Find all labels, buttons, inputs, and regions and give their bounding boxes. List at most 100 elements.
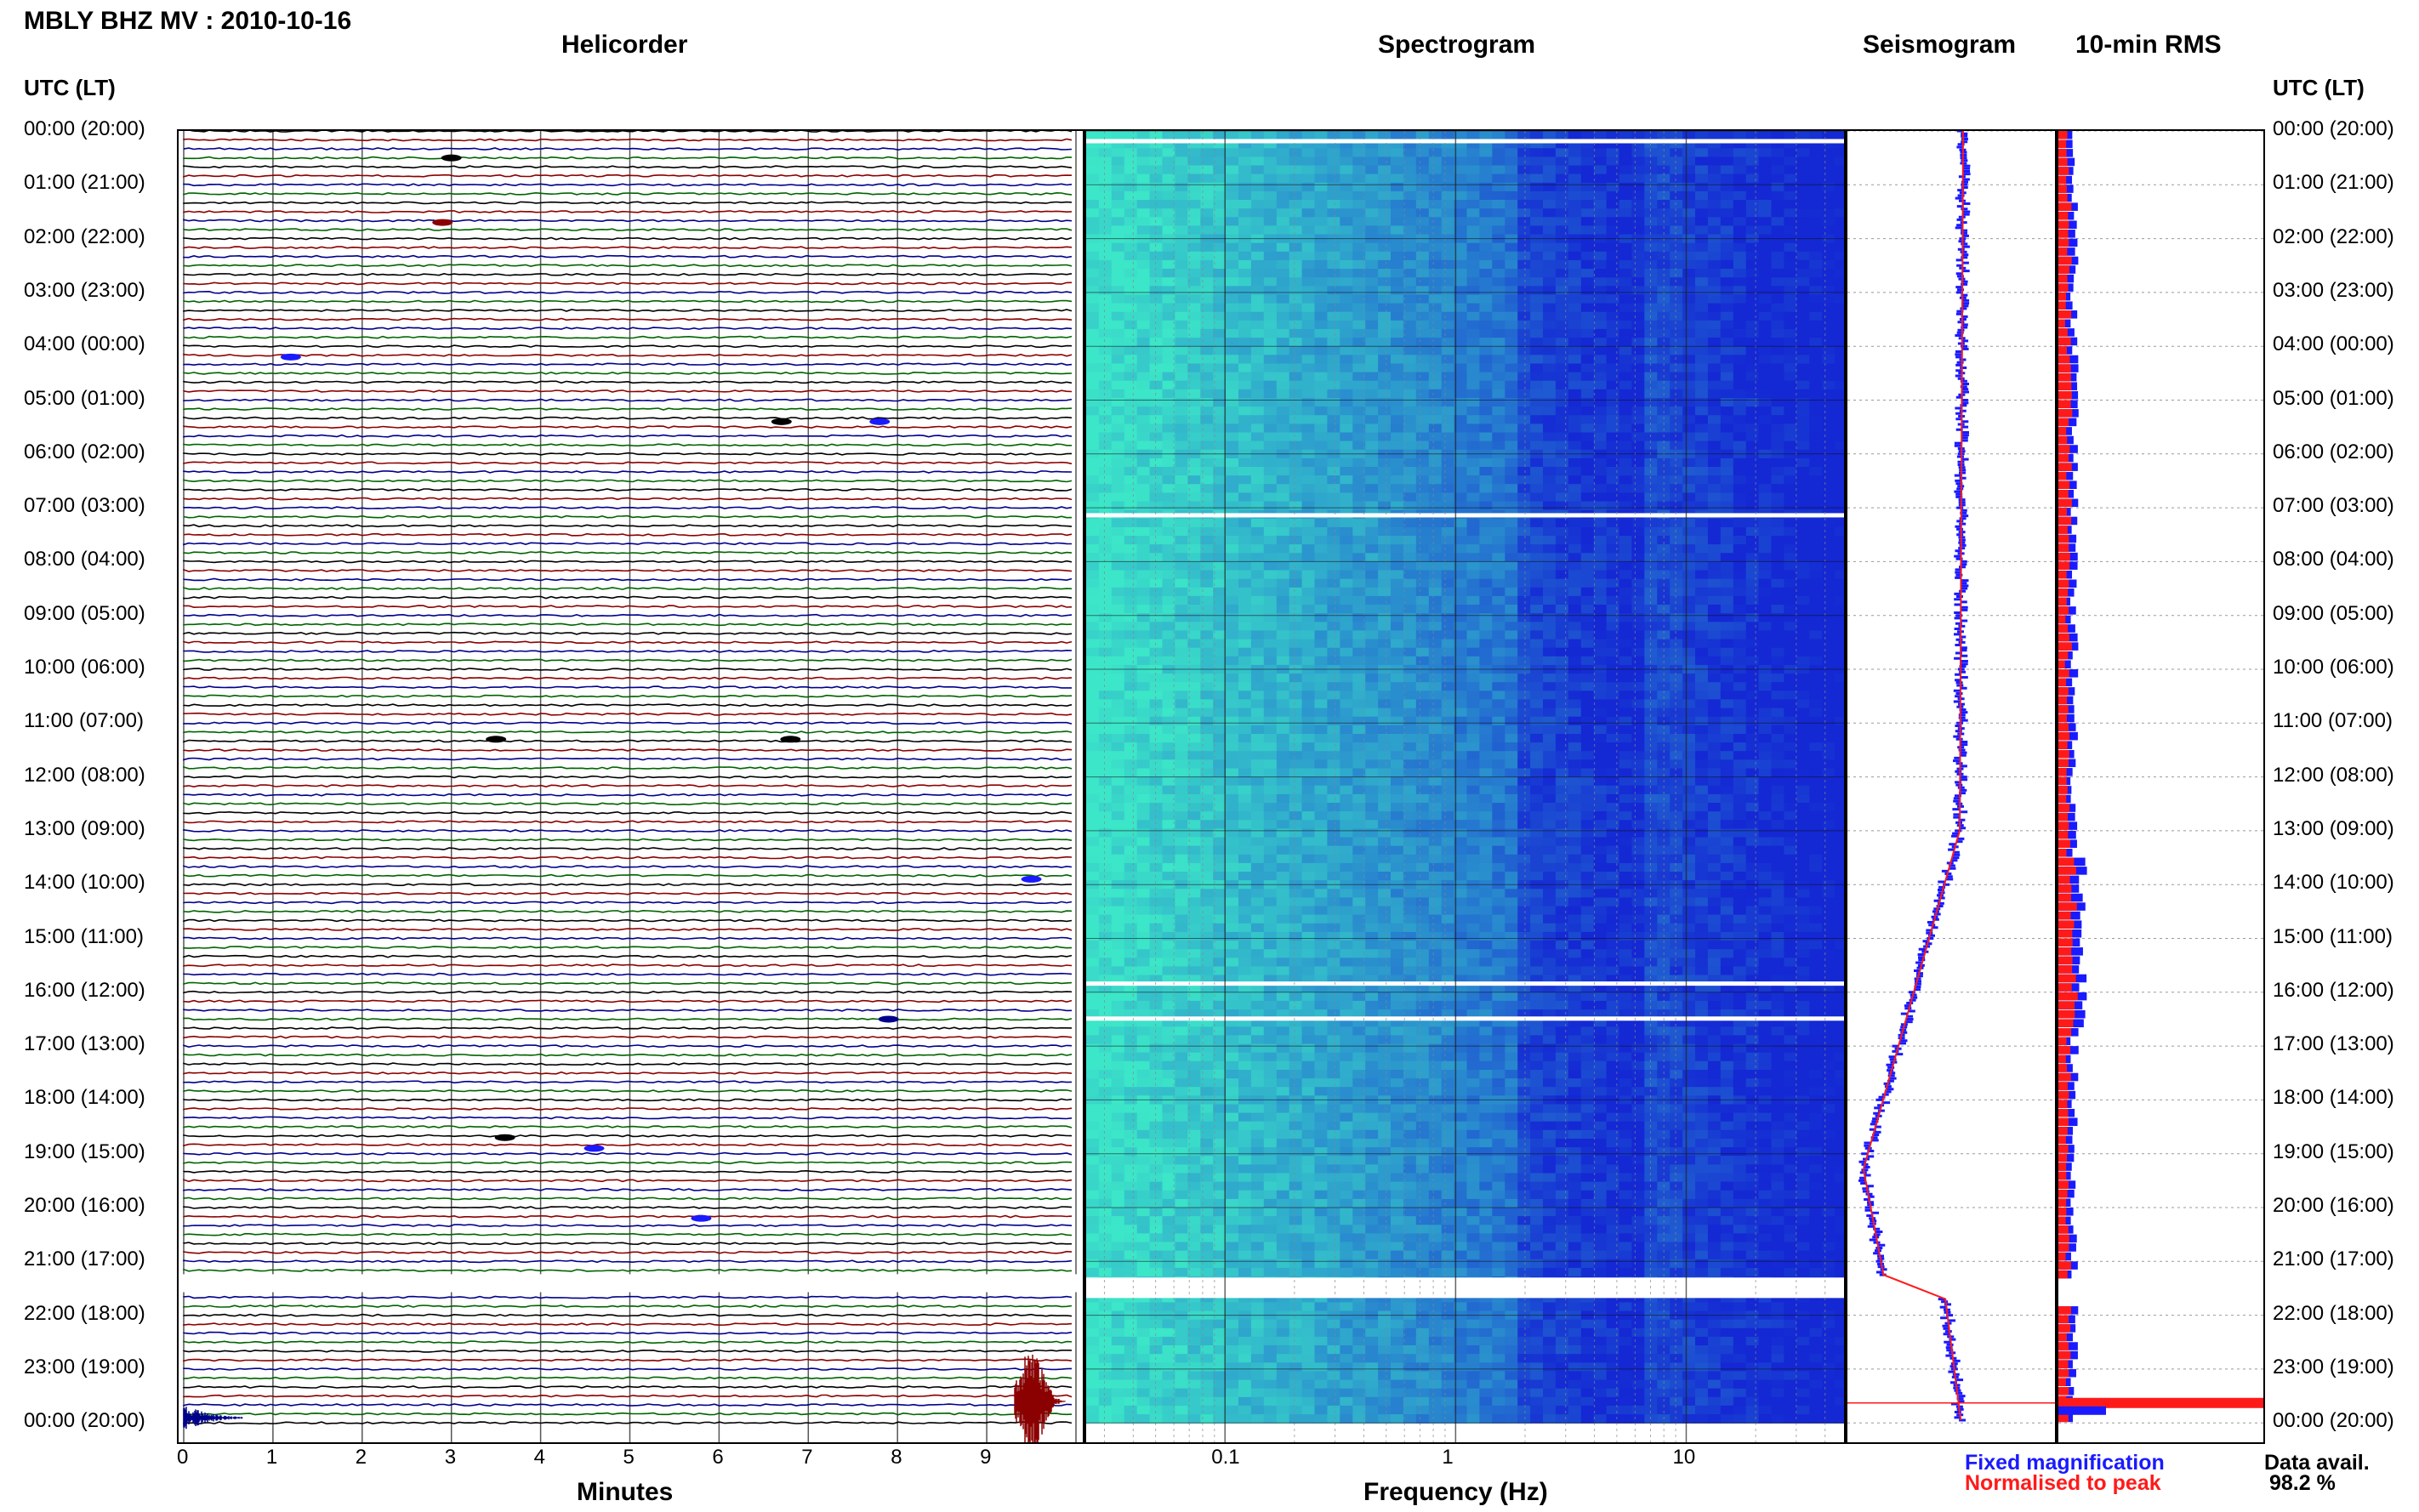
spectrogram-cell <box>1200 311 1214 321</box>
spectrogram-cell <box>1428 432 1443 442</box>
spectrogram-cell <box>1263 148 1278 157</box>
spectrogram-cell <box>1707 785 1722 795</box>
spectrogram-cell <box>1098 553 1113 562</box>
spectrogram-cell <box>1822 716 1836 726</box>
spectrogram-cell <box>1720 630 1734 640</box>
spectrogram-cell <box>1415 458 1430 468</box>
spectrogram-cell <box>1822 484 1836 493</box>
spectrogram-cell <box>1517 259 1531 270</box>
spectrogram-cell <box>1466 346 1480 355</box>
spectrogram-cell <box>1644 173 1658 184</box>
spectrogram-cell <box>1403 156 1417 167</box>
spectrogram-cell <box>1733 501 1747 511</box>
spectrogram-cell <box>1327 475 1340 485</box>
spectrogram-cell <box>1263 785 1278 795</box>
spectrogram-cell <box>1301 691 1316 700</box>
spectrogram-cell <box>1200 716 1214 726</box>
spectrogram-cell <box>1580 518 1595 528</box>
spectrogram-cell <box>1835 674 1844 683</box>
helicorder-trace <box>183 946 1073 949</box>
spectrogram-cell <box>1479 406 1493 416</box>
spectrogram-cell <box>1276 785 1290 795</box>
spectrogram-cell <box>1213 182 1227 192</box>
spectrogram-cell <box>1543 553 1557 562</box>
spectrogram-cell <box>1707 259 1722 270</box>
spectrogram-cell <box>1441 182 1455 192</box>
spectrogram-cell <box>1301 259 1316 270</box>
spectrogram-cell <box>1631 423 1645 434</box>
spectrogram-cell <box>1707 432 1722 442</box>
spectrogram-cell <box>1441 242 1455 253</box>
spectrogram-cell <box>1733 793 1747 804</box>
spectrogram-cell <box>1758 131 1773 140</box>
spectrogram-cell <box>1238 311 1252 321</box>
spectrogram-cell <box>1187 605 1201 614</box>
spectrogram-cell <box>1505 639 1518 649</box>
spectrogram-cell <box>1340 208 1353 218</box>
spectrogram-cell <box>1758 251 1773 261</box>
spectrogram-cell <box>1391 200 1404 209</box>
spectrogram-cell <box>1695 363 1709 373</box>
spectrogram-cell <box>1543 432 1557 442</box>
spectrogram-cell <box>1606 734 1620 743</box>
spectrogram-cell <box>1226 303 1239 313</box>
spectrogram-cell <box>1479 587 1493 597</box>
spectrogram-cell <box>1631 682 1645 691</box>
spectrogram-cell <box>1276 389 1290 399</box>
spectrogram-cell <box>1391 294 1404 304</box>
spectrogram-cell <box>1086 131 1100 140</box>
spectrogram-cell <box>1111 406 1125 416</box>
spectrogram-cell <box>1441 286 1455 295</box>
spectrogram-cell <box>1530 776 1544 787</box>
spectrogram-cell <box>1136 251 1151 261</box>
spectrogram-cell <box>1263 622 1278 631</box>
spectrogram-cell <box>1238 217 1252 226</box>
spectrogram-cell <box>1162 320 1175 330</box>
helicorder-trace <box>183 1340 1073 1344</box>
spectrogram-cell <box>1809 526 1823 537</box>
spectrogram-cell <box>1124 277 1138 287</box>
spectrogram-cell <box>1314 725 1328 735</box>
spectrogram-cell <box>1175 311 1188 321</box>
spectrogram-cell <box>1378 647 1392 657</box>
spectrogram-cell <box>1098 259 1113 270</box>
spectrogram-cell <box>1352 208 1366 218</box>
spectrogram-cell <box>1314 389 1328 399</box>
spectrogram-cell <box>1238 346 1252 355</box>
spectrogram-cell <box>1415 544 1430 554</box>
spectrogram-cell <box>1809 182 1823 192</box>
spectrogram-cell <box>1466 501 1480 511</box>
spectrogram-cell <box>1568 622 1582 631</box>
spectrogram-cell <box>1340 467 1353 476</box>
spectrogram-cell <box>1276 346 1290 355</box>
spectrogram-cell <box>1111 131 1125 140</box>
spectrogram-cell <box>1657 423 1671 434</box>
spectrogram-cell <box>1250 380 1265 390</box>
spectrogram-cell <box>1809 630 1823 640</box>
spectrogram-cell <box>1098 518 1113 528</box>
spectrogram-cell <box>1606 570 1620 580</box>
spectrogram-cell <box>1391 303 1404 313</box>
spectrogram-cell <box>1682 139 1696 149</box>
spectrogram-cell <box>1391 544 1404 554</box>
spectrogram-cell <box>1136 691 1151 700</box>
spectrogram-cell <box>1670 139 1683 149</box>
spectrogram-cell <box>1543 423 1557 434</box>
spectrogram-cell <box>1124 656 1138 666</box>
spectrogram-cell <box>1111 423 1125 434</box>
spectrogram-cell <box>1695 526 1709 537</box>
spectrogram-cell <box>1568 190 1582 201</box>
spectrogram-cell <box>1606 605 1620 614</box>
spectrogram-cell <box>1593 570 1608 580</box>
spectrogram-cell <box>1314 768 1328 778</box>
spectrogram-cell <box>1226 182 1239 192</box>
spectrogram-cell <box>1454 217 1468 226</box>
spectrogram-cell <box>1517 699 1531 709</box>
spectrogram-cell <box>1682 208 1696 218</box>
spectrogram-cell <box>1200 182 1214 192</box>
spectrogram-cell <box>1758 742 1773 752</box>
spectrogram-cell <box>1631 303 1645 313</box>
helicorder-trace <box>183 1295 1073 1299</box>
spectrogram-cell <box>1707 656 1722 666</box>
spectrogram-cell <box>1606 639 1620 649</box>
